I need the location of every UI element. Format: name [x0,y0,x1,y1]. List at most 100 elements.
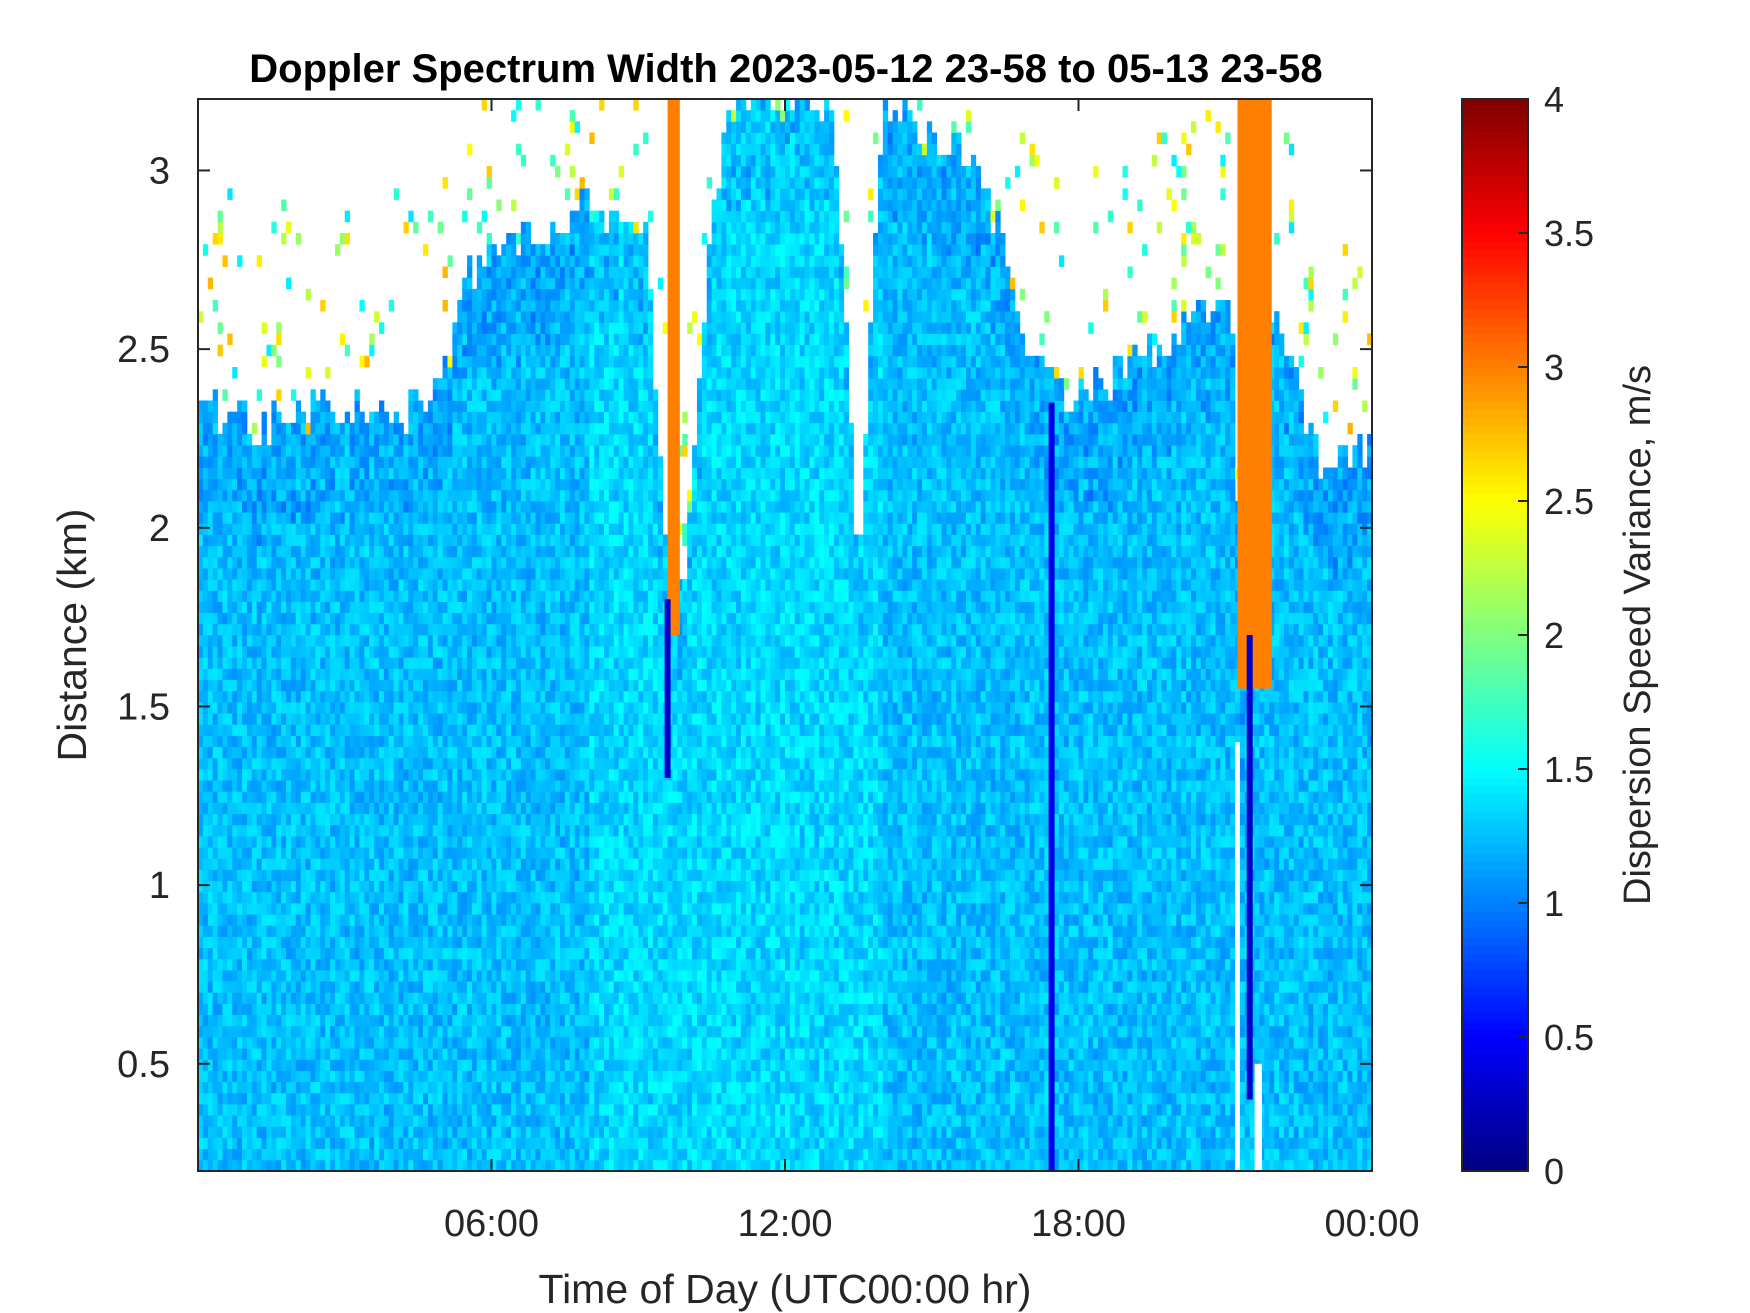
heatmap-cell [237,836,243,848]
heatmap-cell [452,568,458,580]
heatmap-cell [432,914,439,926]
heatmap-cell [442,378,448,390]
heatmap-cell [271,903,277,915]
heatmap-cell [334,612,341,625]
heatmap-cell [315,501,321,513]
heatmap-cell [467,914,473,926]
heatmap-cell [442,947,448,960]
heatmap-cell [515,746,522,759]
heatmap-cell [334,590,341,602]
heatmap-cell [403,221,409,234]
heatmap-cell [520,367,527,379]
heatmap-cell [305,992,311,1004]
heatmap-cell [325,780,331,792]
heatmap-cell [364,478,370,491]
heatmap-cell [481,534,488,547]
heatmap-cell [281,501,287,513]
heatmap-cell [442,992,448,1004]
heatmap-cell [496,780,502,792]
heatmap-cell [237,1092,243,1105]
heatmap-cell [212,947,218,960]
heatmap-cell [398,512,404,524]
heatmap-cell [349,668,355,681]
heatmap-cell [437,813,443,826]
heatmap-cell [242,914,248,926]
heatmap-cell [286,646,292,658]
heatmap-cell [227,545,233,558]
heatmap-cell [300,981,307,993]
heatmap-cell [462,422,468,435]
heatmap-cell [442,936,448,949]
heatmap-cell [481,478,488,491]
heatmap-cell [403,434,409,446]
heatmap-cell [325,1037,331,1049]
heatmap-cell [276,824,282,837]
heatmap-cell [310,568,316,580]
heatmap-cell [359,612,365,625]
heatmap-cell [261,992,267,1004]
heatmap-cell [442,1037,448,1049]
heatmap-cell [491,869,497,882]
heatmap-cell [383,880,390,893]
heatmap-cell [462,914,468,926]
heatmap-cell [339,646,346,658]
heatmap-cell [369,1048,375,1060]
heatmap-cell [325,836,331,848]
heatmap-cell [374,992,380,1004]
heatmap-cell [261,724,267,736]
heatmap-cell [271,746,277,759]
heatmap-cell [305,646,311,658]
heatmap-cell [202,646,209,658]
heatmap-cell [198,1037,204,1049]
heatmap-cell [525,1025,532,1038]
heatmap-cell [471,512,478,524]
heatmap-cell [471,802,478,815]
heatmap-cell [354,690,360,703]
heatmap-cell [237,880,243,893]
heatmap-cell [222,657,228,669]
heatmap-cell [212,1081,218,1094]
heatmap-cell [374,422,380,435]
heatmap-cell [476,467,483,480]
heatmap-cell [511,947,517,960]
heatmap-cell [207,411,214,424]
heatmap-cell [452,1115,458,1127]
heatmap-cell [378,478,385,491]
heatmap-cell [202,501,209,513]
heatmap-cell [251,970,258,982]
heatmap-cell [246,1104,253,1116]
heatmap-cell [354,1104,360,1116]
heatmap-cell [202,1148,209,1161]
heatmap-cell [281,668,287,681]
heatmap-cell [427,824,434,837]
heatmap-cell [457,858,463,870]
heatmap-cell [315,512,321,524]
heatmap-cell [481,311,488,323]
heatmap-cell [320,400,326,413]
heatmap-cell [344,568,351,580]
heatmap-cell [271,221,277,234]
heatmap-cell [320,903,326,915]
heatmap-cell [427,1081,434,1094]
heatmap-cell [515,791,522,803]
heatmap-cell [452,389,458,401]
heatmap-cell [378,568,385,580]
heatmap-cell [462,1014,468,1027]
heatmap-cell [388,523,395,535]
heatmap-cell [339,333,346,346]
heatmap-cell [207,1081,214,1094]
heatmap-cell [320,1014,326,1027]
heatmap-cell [520,836,527,848]
heatmap-cell [388,456,395,468]
heatmap-cell [281,891,287,904]
heatmap-cell [251,1048,258,1060]
heatmap-cell [217,233,223,245]
heatmap-cell [413,590,419,602]
heatmap-cell [423,958,429,971]
heatmap-cell [432,568,439,580]
heatmap-cell [320,1115,326,1127]
heatmap-cell [217,791,223,803]
heatmap-cell [374,746,380,759]
heatmap-cell [383,601,390,614]
heatmap-cell [364,635,370,647]
